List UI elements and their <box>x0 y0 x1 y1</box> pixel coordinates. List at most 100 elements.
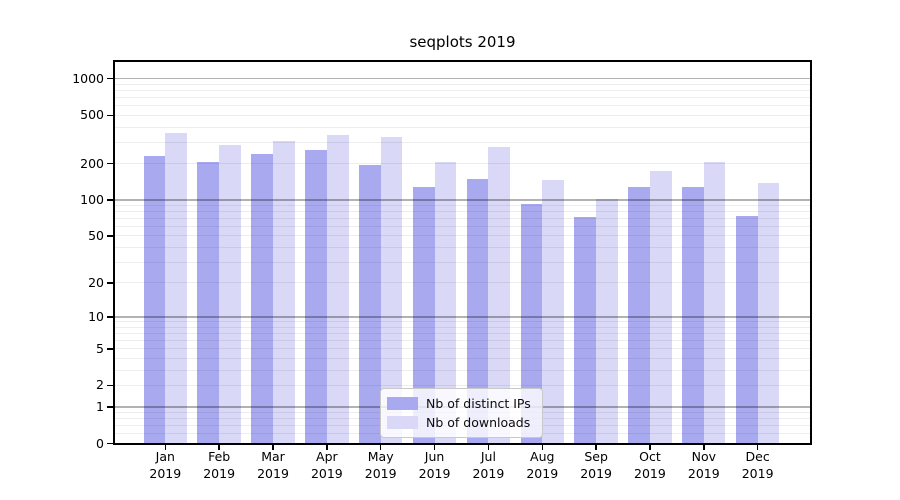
x-axis-tick <box>379 445 382 450</box>
bar-downloads-aug <box>542 180 564 443</box>
bar-downloads-sep <box>596 198 618 443</box>
y-axis-tick <box>107 316 113 318</box>
gridline-minor <box>115 83 810 85</box>
gridline-minor <box>115 358 810 360</box>
y-axis-tick <box>107 282 113 284</box>
y-axis-tick <box>107 114 113 117</box>
x-axis-label: Jan 2019 <box>149 449 182 481</box>
legend-swatch-distinct-ips <box>387 397 418 410</box>
bar-downloads-jul <box>488 147 511 443</box>
y-axis-tick <box>107 384 113 387</box>
x-axis-tick <box>272 445 274 450</box>
bar-distinct-ips-jun <box>412 186 435 443</box>
gridline-minor <box>115 210 810 212</box>
bar-downloads-jun <box>434 161 457 443</box>
x-axis-label: Jul 2019 <box>472 449 505 481</box>
gridline-minor <box>115 105 810 107</box>
y-axis-tick <box>107 162 113 165</box>
x-axis-label: Nov 2019 <box>687 449 720 481</box>
gridline-minor <box>115 235 810 237</box>
y-axis-label: 2 <box>96 377 104 393</box>
bar-distinct-ips-feb <box>197 162 220 443</box>
x-axis-tick <box>487 445 490 450</box>
gridline-major <box>115 78 810 80</box>
legend: Nb of distinct IPs Nb of downloads <box>380 388 543 438</box>
x-axis-label: Oct 2019 <box>634 449 666 481</box>
x-axis-tick <box>326 445 328 450</box>
gridline-minor <box>115 246 810 248</box>
gridline-minor <box>115 126 810 128</box>
y-axis-tick <box>107 348 113 350</box>
gridline-major <box>115 199 810 201</box>
y-axis-tick <box>107 235 113 237</box>
bar-downloads-oct <box>649 170 672 443</box>
legend-label-downloads: Nb of downloads <box>426 415 531 430</box>
bar-distinct-ips-jul <box>466 179 489 443</box>
bar-distinct-ips-nov <box>682 186 704 443</box>
x-axis-tick <box>541 445 543 450</box>
y-axis-label: 5 <box>96 340 104 356</box>
bar-downloads-dec <box>757 183 780 443</box>
gridline-minor <box>115 225 810 227</box>
gridline-minor <box>115 97 810 99</box>
y-axis-label: 20 <box>88 274 104 290</box>
y-axis-label: 10 <box>88 308 104 324</box>
y-axis-label: 500 <box>80 107 104 123</box>
gridline-minor <box>115 141 810 143</box>
x-axis-tick <box>703 445 705 450</box>
x-axis-label: Apr 2019 <box>310 449 343 481</box>
bar-downloads-may <box>380 137 403 443</box>
x-axis-label: Sep 2019 <box>580 449 612 481</box>
bar-downloads-apr <box>326 134 349 443</box>
bar-downloads-mar <box>273 141 295 443</box>
y-axis-label: 50 <box>88 227 104 243</box>
axis-spine-bottom <box>113 443 812 445</box>
y-axis-label: 100 <box>80 191 104 207</box>
gridline-minor <box>115 348 810 350</box>
gridline-minor <box>115 90 810 92</box>
gridline-minor <box>115 163 810 164</box>
y-axis-label: 1000 <box>72 70 104 86</box>
bar-downloads-jan <box>165 133 187 443</box>
x-axis-label: Mar 2019 <box>257 449 289 481</box>
bar-distinct-ips-aug <box>520 204 543 443</box>
bar-distinct-ips-mar <box>251 154 273 443</box>
axis-spine-top <box>113 60 812 62</box>
gridline-minor <box>115 204 810 206</box>
gridline-minor <box>115 340 810 342</box>
gridline-minor <box>115 217 810 219</box>
y-axis-tick <box>107 442 113 445</box>
x-axis-tick <box>756 445 759 450</box>
x-axis-label: Jun 2019 <box>418 449 451 481</box>
x-axis-tick <box>433 445 436 450</box>
gridline-major <box>115 316 810 318</box>
bar-distinct-ips-sep <box>574 216 597 443</box>
bar-distinct-ips-dec <box>735 216 758 443</box>
chart-title: seqplots 2019 <box>409 33 516 51</box>
x-axis-label: Feb 2019 <box>203 449 236 481</box>
bar-distinct-ips-jan <box>143 156 166 443</box>
bar-distinct-ips-oct <box>628 186 650 443</box>
gridline-minor <box>115 321 810 323</box>
legend-label-distinct-ips: Nb of distinct IPs <box>426 396 531 411</box>
y-axis-tick <box>107 199 113 201</box>
bar-downloads-feb <box>219 144 241 443</box>
legend-item-distinct-ips: Nb of distinct IPs <box>387 394 542 413</box>
y-axis-tick <box>107 406 113 408</box>
gridline-minor <box>115 369 810 371</box>
legend-item-downloads: Nb of downloads <box>387 413 542 432</box>
y-axis-tick <box>107 77 113 80</box>
legend-swatch-downloads <box>387 416 418 429</box>
gridline-minor <box>115 114 810 116</box>
y-axis-label: 200 <box>80 155 104 171</box>
gridline-minor <box>115 282 810 284</box>
gridline-minor <box>115 326 810 328</box>
x-axis-label: Aug 2019 <box>526 449 559 481</box>
x-axis-tick <box>218 445 220 450</box>
axis-spine-left <box>113 60 115 445</box>
x-axis-tick <box>649 445 651 450</box>
bar-distinct-ips-apr <box>305 150 327 443</box>
x-axis-label: May 2019 <box>364 449 397 481</box>
y-axis-label: 0 <box>96 435 104 451</box>
